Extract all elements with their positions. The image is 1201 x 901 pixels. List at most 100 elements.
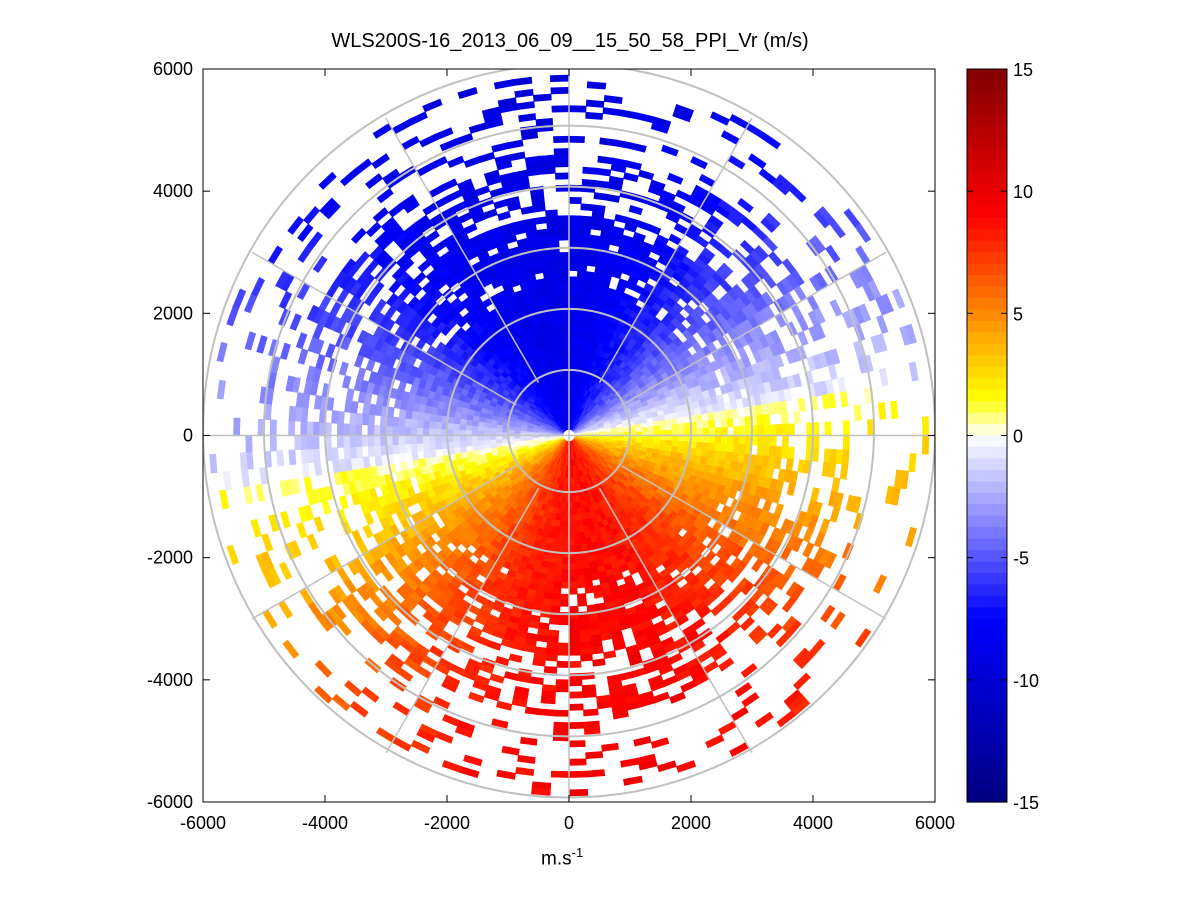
velocity-cell <box>793 672 811 691</box>
velocity-cell <box>762 236 778 253</box>
velocity-cell <box>342 435 351 448</box>
velocity-cell <box>551 270 562 278</box>
velocity-cell <box>678 429 686 436</box>
velocity-cell <box>586 81 607 90</box>
velocity-cell <box>720 443 728 453</box>
velocity-cell <box>571 495 577 503</box>
velocity-cell <box>558 233 570 241</box>
velocity-cell <box>531 602 543 611</box>
velocity-cell <box>586 769 606 778</box>
velocity-cell <box>365 221 382 238</box>
velocity-cell <box>441 760 462 773</box>
velocity-cell <box>573 526 580 534</box>
velocity-cell <box>303 206 321 225</box>
velocity-cell <box>534 216 548 225</box>
velocity-cell <box>568 105 587 113</box>
velocity-cell <box>560 575 570 583</box>
colorbar-segment <box>967 286 1007 299</box>
velocity-cell <box>434 435 442 443</box>
velocity-cell <box>694 235 710 249</box>
colorbar-segment <box>967 492 1007 505</box>
velocity-cell <box>508 653 523 663</box>
velocity-cell <box>574 544 582 552</box>
velocity-cell <box>495 438 503 444</box>
velocity-cell <box>471 435 478 441</box>
velocity-cell <box>739 435 747 446</box>
velocity-cell <box>410 739 431 755</box>
velocity-cell <box>452 440 461 448</box>
velocity-cell <box>244 331 257 351</box>
colorbar-segment <box>967 126 1007 139</box>
velocity-cell <box>562 538 570 546</box>
velocity-cell <box>568 660 582 668</box>
velocity-cell <box>517 754 536 764</box>
velocity-cell <box>708 214 724 229</box>
velocity-cell <box>465 445 473 453</box>
velocity-cell <box>568 233 580 241</box>
velocity-cell <box>873 574 888 595</box>
velocity-cell <box>459 766 480 779</box>
velocity-cell <box>306 421 314 436</box>
velocity-cell <box>374 454 383 467</box>
velocity-cell <box>416 442 424 452</box>
velocity-cell <box>531 787 551 796</box>
velocity-cell <box>593 590 604 599</box>
velocity-cell <box>545 209 558 218</box>
velocity-cell <box>705 734 725 749</box>
velocity-cell <box>667 652 683 665</box>
velocity-cell <box>241 468 251 488</box>
velocity-cell <box>297 348 309 365</box>
velocity-cell <box>652 116 672 128</box>
velocity-cell <box>245 435 253 453</box>
velocity-cell <box>781 435 789 448</box>
velocity-cell <box>315 353 326 370</box>
velocity-cell <box>787 423 796 436</box>
colorbar-segment <box>967 515 1007 528</box>
velocity-cell <box>550 86 570 95</box>
velocity-cell <box>244 293 258 314</box>
velocity-cell <box>349 423 357 436</box>
velocity-cell <box>410 435 418 445</box>
velocity-cell <box>550 319 558 328</box>
velocity-cell <box>830 611 846 630</box>
velocity-cell <box>585 271 596 279</box>
velocity-cell <box>551 593 562 601</box>
velocity-cell <box>556 544 564 552</box>
velocity-cell <box>558 618 570 626</box>
velocity-cell <box>493 199 508 210</box>
velocity-cell <box>720 426 728 436</box>
velocity-cell <box>853 404 862 421</box>
velocity-cell <box>313 516 325 533</box>
velocity-cell <box>660 435 667 441</box>
velocity-cell <box>568 196 582 205</box>
velocity-cell <box>641 426 649 433</box>
velocity-cell <box>575 294 585 303</box>
velocity-cell <box>350 227 367 244</box>
velocity-cell <box>797 330 809 347</box>
velocity-cell <box>720 435 728 445</box>
velocity-cell <box>576 276 586 284</box>
velocity-cell <box>592 658 606 667</box>
velocity-cell <box>672 435 680 442</box>
velocity-cell <box>209 453 218 474</box>
colorbar-segment <box>967 378 1007 391</box>
velocity-cell <box>552 580 562 589</box>
velocity-cell <box>614 139 632 150</box>
velocity-cell <box>552 331 560 340</box>
velocity-cell <box>351 529 363 545</box>
velocity-cell <box>614 214 628 224</box>
velocity-cell <box>255 483 266 502</box>
y-tick-label: 6000 <box>153 59 193 79</box>
velocity-cell <box>457 87 478 99</box>
velocity-cell <box>758 168 777 185</box>
velocity-cell <box>371 153 391 170</box>
velocity-cell <box>553 294 563 303</box>
velocity-cell <box>633 736 652 747</box>
velocity-cell <box>780 412 789 425</box>
velocity-cell <box>702 427 710 436</box>
velocity-cell <box>562 312 570 320</box>
velocity-cell <box>539 708 555 717</box>
velocity-cell <box>763 435 771 447</box>
velocity-cell <box>623 172 639 183</box>
velocity-cell <box>563 331 570 339</box>
